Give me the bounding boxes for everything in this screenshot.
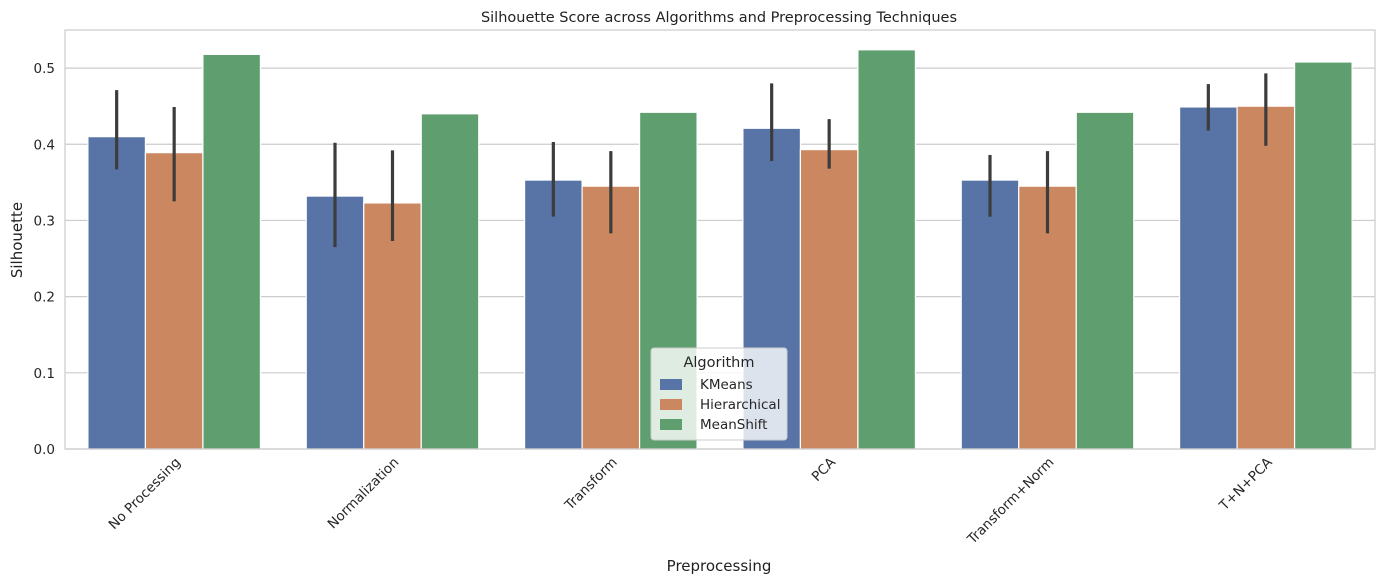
legend-swatch-meanshift [660,419,682,430]
bar-kmeans-2 [523,179,583,450]
legend-items: KMeans Hierarchical MeanShift [660,377,780,433]
y-tick-label: 0.3 [34,213,55,229]
legend-label-kmeans: KMeans [700,377,753,393]
plot-frame [64,29,1376,450]
legend-label-hierarchical: Hierarchical [700,397,780,413]
y-axis-label: Silhouette [8,202,26,278]
legend: Algorithm KMeans Hierarchical MeanShift [650,347,788,441]
bar-meanshift-0 [202,53,262,450]
x-tick-label: Transform [561,455,621,515]
bar-meanshift-4 [1075,111,1135,450]
bar-hierarchical-5 [1236,105,1296,450]
legend-title: Algorithm [683,355,754,371]
error-bars-group [115,73,1268,248]
bar-meanshift-5 [1293,61,1353,450]
bar-meanshift-3 [857,49,917,450]
legend-swatch-kmeans [660,379,682,390]
x-tick-label: Normalization [325,455,403,533]
y-tick-label: 0.2 [34,290,55,306]
y-tick-label: 0.5 [34,61,55,77]
x-tick-label: Transform+Norm [964,455,1058,549]
x-tick-label: No Processing [106,455,184,533]
x-tick-label: T+N+PCA [1216,454,1276,514]
y-tick-label: 0.1 [34,366,55,382]
x-axis-label: Preprocessing [667,557,772,575]
legend-swatch-hierarchical [660,399,682,410]
bar-kmeans-4 [960,179,1020,450]
bar-meanshift-1 [420,113,480,450]
chart-title: Silhouette Score across Algorithms and P… [481,10,957,26]
x-tick-labels: No Processing Normalization Transform PCA Tr… [106,454,1277,548]
y-tick-labels: 0.0 0.1 0.2 0.3 0.4 0.5 [34,61,55,458]
y-tick-label: 0.0 [34,442,55,458]
bar-kmeans-5 [1178,106,1238,450]
bar-hierarchical-1 [363,202,422,450]
bar-kmeans-0 [87,136,147,450]
y-tick-label: 0.4 [34,137,55,153]
legend-box [650,347,788,441]
x-tick-label: PCA [809,454,840,485]
legend-label-meanshift: MeanShift [700,417,767,433]
bar-hierarchical-3 [799,149,859,450]
